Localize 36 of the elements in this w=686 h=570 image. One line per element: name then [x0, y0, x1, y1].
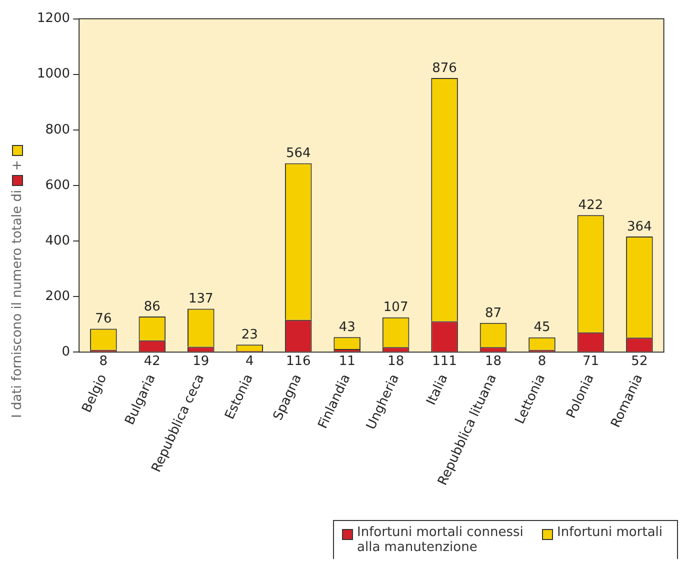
data-label: 87: [484, 306, 502, 321]
y-axis-title: I dati forniscono il numero totale di: [10, 190, 25, 418]
data-label: 45: [534, 320, 550, 336]
y-tick-label: 800: [45, 122, 70, 138]
y-tick-label: 400: [45, 233, 70, 248]
data-label: 876: [432, 60, 457, 76]
data-label: 8: [538, 354, 546, 369]
data-label: 137: [188, 292, 214, 307]
data-label: 52: [631, 354, 648, 369]
data-label: 107: [383, 300, 408, 316]
y-tick-label: 200: [45, 288, 70, 304]
data-label: 11: [338, 354, 356, 369]
data-label: 4: [245, 354, 254, 369]
data-label: 8: [99, 354, 108, 369]
data-label: 43: [338, 320, 356, 335]
data-label: 76: [95, 312, 112, 327]
data-label: 42: [144, 354, 160, 369]
y-tick-label: 0: [62, 344, 70, 360]
data-label: 564: [286, 146, 311, 162]
y-tick-label: 1000: [36, 66, 70, 82]
data-label: 364: [627, 219, 652, 234]
data-label: 116: [286, 354, 311, 369]
data-label: 18: [484, 354, 502, 369]
data-label: 18: [388, 354, 404, 369]
data-label: 19: [192, 354, 210, 369]
data-label: 422: [578, 198, 604, 214]
y-tick-label: 1200: [36, 11, 70, 26]
legend-label: Infortuni mortali: [557, 525, 663, 540]
data-label: 111: [432, 354, 457, 369]
y-tick-label: 600: [45, 178, 70, 193]
text: +: [10, 160, 25, 171]
data-label: 23: [241, 327, 258, 342]
data-label: 86: [144, 299, 160, 314]
legend-label: Infortuni mortali connessi alla manutenzione: [357, 525, 524, 555]
x-tick-label: Italia: [424, 372, 452, 408]
data-label: 71: [582, 354, 599, 369]
